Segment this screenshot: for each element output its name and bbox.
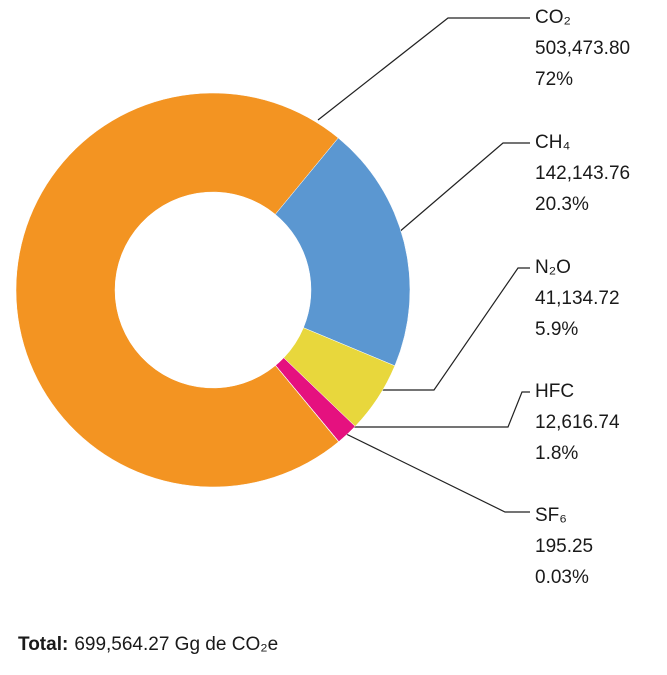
slice-percent: 20.3%	[535, 194, 589, 215]
donut-slice	[274, 137, 411, 367]
slice-value: 142,143.76	[535, 163, 630, 184]
donut-slice	[275, 365, 340, 443]
total: Total: 699,564.27 Gg de CO₂e	[18, 634, 278, 655]
leader-line	[317, 17, 530, 121]
slice-percent: 5.9%	[535, 319, 578, 340]
slice-name: SF₆	[535, 505, 567, 526]
slice-value: 12,616.74	[535, 412, 620, 433]
leader-line	[337, 429, 530, 513]
leader-lines	[317, 17, 530, 513]
slice-value: 195.25	[535, 536, 593, 557]
slice-value: 503,473.80	[535, 38, 630, 59]
slice-percent: 1.8%	[535, 443, 578, 464]
slice-name: N₂O	[535, 257, 571, 278]
leader-line	[372, 267, 530, 391]
slice-name: CO₂	[535, 7, 571, 28]
total-text: 699,564.27 Gg de CO₂e	[74, 634, 278, 655]
donut-slice	[15, 92, 339, 488]
leader-line	[397, 142, 530, 234]
leader-line	[343, 391, 530, 428]
slice-percent: 72%	[535, 69, 573, 90]
slice-name: CH₄	[535, 132, 570, 153]
total-label: Total:	[18, 634, 68, 655]
slice-value: 41,134.72	[535, 288, 620, 309]
slice-percent: 0.03%	[535, 567, 589, 588]
slice-name: HFC	[535, 381, 574, 402]
